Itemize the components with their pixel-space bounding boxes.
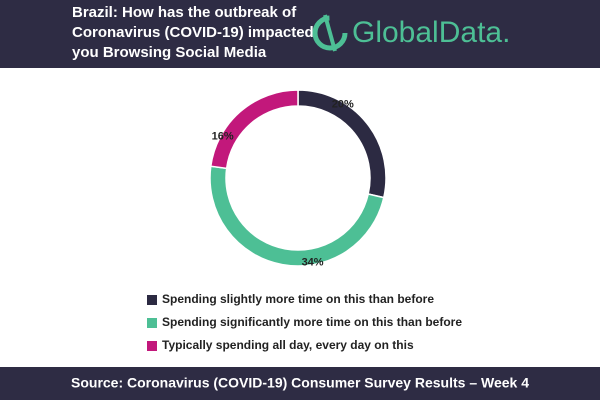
- footer-band: [0, 367, 600, 400]
- logo-icon: [312, 14, 348, 52]
- header-band: [0, 0, 600, 68]
- value-label: 34%: [302, 257, 324, 269]
- logo-text: GlobalData.: [352, 16, 510, 49]
- legend-label: Typically spending all day, every day on…: [162, 338, 414, 352]
- title-line: Coronavirus (COVID-19) impacted: [72, 24, 314, 41]
- value-label: 20%: [332, 98, 354, 110]
- legend-label: Spending slightly more time on this than…: [162, 292, 434, 306]
- title-line: Brazil: How has the outbreak of: [72, 4, 297, 21]
- legend-swatch: [147, 318, 157, 328]
- donut-slice: [209, 89, 299, 170]
- legend-swatch: [147, 295, 157, 305]
- donut-slice: [209, 165, 385, 267]
- legend-swatch: [147, 341, 157, 351]
- legend-label: Spending significantly more time on this…: [162, 315, 462, 329]
- title-line: you Browsing Social Media: [72, 44, 267, 61]
- value-label: 16%: [212, 130, 234, 142]
- source: Source: Coronavirus (COVID-19) Consumer …: [71, 375, 529, 391]
